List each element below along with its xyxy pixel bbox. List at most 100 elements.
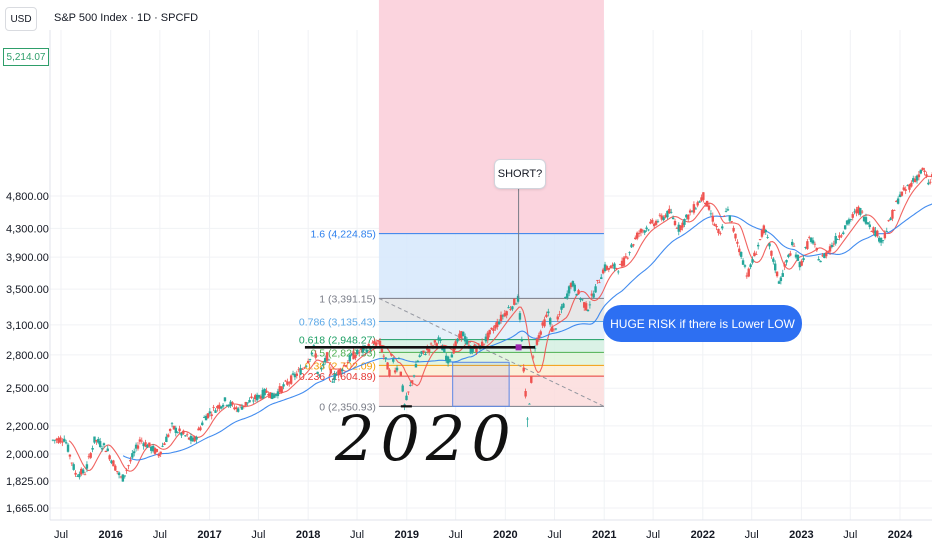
candle-body	[380, 349, 384, 353]
candle-body	[552, 328, 556, 330]
candle-body	[72, 464, 75, 470]
candle-body	[887, 220, 890, 222]
price-tick-label: 3,900.00	[6, 252, 49, 264]
candle-body	[620, 260, 624, 267]
candle-body	[694, 208, 697, 210]
candle-body	[743, 265, 747, 267]
candle-body	[683, 218, 686, 225]
candle-body	[490, 327, 493, 330]
candle-body	[913, 178, 917, 183]
candle-body	[467, 344, 471, 346]
candle-body	[857, 206, 860, 214]
candle-body	[299, 368, 302, 375]
candle-body	[711, 215, 715, 222]
candle-body	[896, 198, 900, 204]
candle-body	[121, 474, 125, 482]
candle-body	[514, 303, 518, 305]
candle-body	[501, 315, 505, 317]
candle-body	[297, 369, 300, 371]
candle-body	[496, 321, 499, 328]
candle-body	[923, 170, 926, 172]
candle-body	[378, 340, 382, 346]
candle-body	[129, 459, 132, 462]
candle-body	[356, 349, 359, 355]
candle-body	[246, 402, 249, 404]
candle-body	[704, 202, 707, 205]
candle-body	[859, 208, 862, 215]
symbol-title[interactable]: S&P 500 Index · 1D · SPCFD	[54, 12, 199, 24]
candle-body	[424, 353, 427, 356]
handwritten-2020: 2020	[334, 402, 517, 475]
candle-body	[662, 217, 665, 221]
candle-body	[632, 244, 635, 246]
ma-slow-line	[122, 203, 932, 461]
candle-body	[254, 395, 257, 400]
candle-body	[418, 355, 421, 357]
candle-body	[252, 400, 255, 402]
candle-body	[917, 174, 921, 178]
candle-body	[51, 439, 55, 441]
candle-body	[808, 236, 811, 238]
candle-body	[802, 258, 805, 261]
candle-body	[271, 392, 274, 400]
candle-body	[671, 217, 675, 219]
candle-body	[530, 376, 533, 383]
candle-body	[747, 268, 750, 277]
candle-body	[741, 260, 745, 265]
fibonacci-retracement[interactable]: 1.6 (4,224.85) 1 (3,391.15) 0.786 (3,135.4…	[299, 0, 605, 413]
candle-body	[100, 448, 104, 450]
candle-body	[637, 233, 641, 234]
candle-body	[719, 233, 722, 235]
candle-body	[789, 253, 792, 256]
candle-body	[779, 277, 783, 282]
candle-body	[774, 263, 777, 271]
candle-body	[734, 233, 737, 239]
candle-body	[250, 396, 253, 399]
time-axis[interactable]: Jul 2016 Jul 2017 Jul 2018 Jul 2019 Jul 2020 Jul 20…	[50, 519, 932, 541]
candle-body	[677, 224, 680, 232]
candle-body	[577, 290, 580, 295]
candle-body	[611, 264, 614, 267]
candle-body	[412, 375, 416, 377]
candle-body	[494, 325, 497, 329]
candle-body	[736, 241, 739, 244]
candle-body	[524, 391, 527, 397]
price-tick-label: 3,100.00	[6, 320, 49, 332]
candle-body	[358, 352, 361, 354]
candle-body	[809, 237, 813, 242]
candle-body	[518, 313, 522, 320]
candle-body	[511, 306, 514, 310]
time-tick-label: 2016	[98, 529, 122, 541]
candle-body	[429, 343, 433, 345]
candle-body	[656, 221, 660, 223]
price-axis[interactable]: 4,800.00 4,300.00 3,900.00 3,500.00 3,100.00…	[6, 30, 51, 520]
candle-body	[658, 214, 662, 216]
candle-body	[59, 437, 62, 443]
candle-body	[446, 356, 450, 364]
candle-body	[545, 314, 548, 317]
candle-body	[91, 447, 94, 450]
candle-body	[596, 279, 599, 281]
candle-body	[687, 214, 690, 220]
time-tick-label: 2017	[197, 529, 221, 541]
candle-body	[293, 374, 297, 378]
candle-body	[874, 230, 877, 237]
candle-body	[915, 175, 919, 181]
candle-body	[798, 262, 801, 268]
candle-body	[335, 374, 338, 375]
candle-body	[800, 260, 803, 266]
candle-body	[876, 230, 879, 237]
candle-body	[416, 360, 420, 362]
candle-body	[889, 218, 892, 221]
candle-body	[274, 393, 278, 396]
currency-label[interactable]: USD	[5, 7, 37, 31]
candle-body	[486, 332, 489, 341]
candle-body	[893, 210, 896, 211]
candle-body	[384, 357, 387, 360]
candle-body	[556, 316, 559, 320]
price-tick-label: 2,800.00	[6, 350, 49, 362]
candle-body	[95, 440, 98, 442]
candle-body	[904, 189, 907, 191]
candle-body	[675, 227, 679, 229]
